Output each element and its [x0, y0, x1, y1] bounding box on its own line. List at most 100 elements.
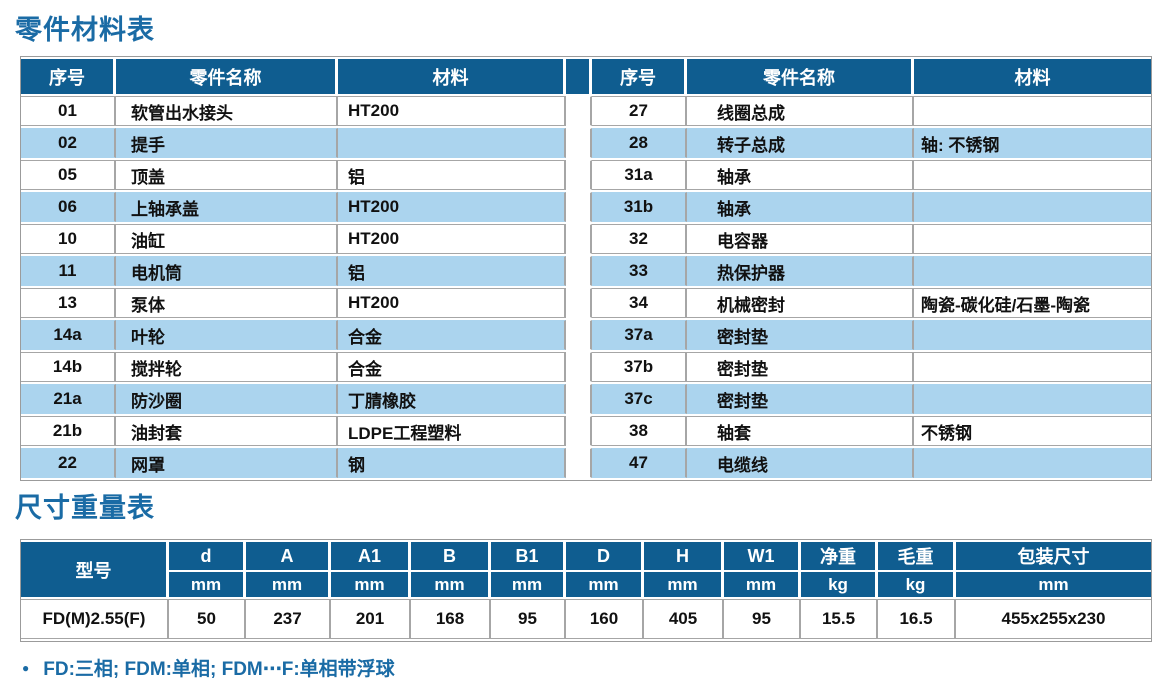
part-name-cell: 热保护器 [687, 256, 914, 286]
table-gap-cell [566, 384, 592, 414]
part-material-cell: HT200 [338, 192, 566, 222]
dim-unit-header: mm [411, 572, 491, 597]
part-material-cell [914, 384, 1151, 414]
dim-value-cell: 237 [246, 599, 331, 639]
part-name-cell: 搅拌轮 [116, 352, 338, 382]
part-number-cell: 27 [592, 96, 687, 126]
dims-unit-row: mm mm mm mm mm mm mm mm kg kg mm [21, 572, 1151, 597]
part-name-cell: 密封垫 [687, 352, 914, 382]
dim-col-header: A1 [331, 542, 411, 570]
dimensions-weight-table: 型号 d A A1 B B1 D H W1 净重 毛重 包装尺寸 mm mm m… [20, 539, 1152, 642]
part-number-cell: 37b [592, 352, 687, 382]
part-name-cell: 轴承 [687, 192, 914, 222]
part-number-cell: 21b [21, 416, 116, 446]
part-material-cell [914, 96, 1151, 126]
part-number-cell: 10 [21, 224, 116, 254]
table-gap-cell [566, 320, 592, 350]
part-material-cell: HT200 [338, 224, 566, 254]
table-gap-cell [566, 224, 592, 254]
dim-unit-header: kg [878, 572, 956, 597]
part-number-cell: 11 [21, 256, 116, 286]
parts-row: 01 软管出水接头 HT200 27 线圈总成 [21, 96, 1151, 126]
dim-col-header: 毛重 [878, 542, 956, 570]
dim-value-cell: 50 [169, 599, 246, 639]
dim-value-cell: 168 [411, 599, 491, 639]
part-name-cell: 轴承 [687, 160, 914, 190]
dims-section-title: 尺寸重量表 [15, 493, 155, 523]
bullet-icon: ● [22, 660, 30, 675]
part-number-cell: 21a [21, 384, 116, 414]
part-name-cell: 油缸 [116, 224, 338, 254]
dim-col-header: H [644, 542, 724, 570]
part-material-cell: 钢 [338, 448, 566, 478]
footnote: ● FD:三相; FDM:单相; FDM⋯F:单相带浮球 [22, 654, 395, 681]
part-number-cell: 38 [592, 416, 687, 446]
table-gap-cell [566, 256, 592, 286]
part-name-cell: 防沙圈 [116, 384, 338, 414]
part-name-cell: 软管出水接头 [116, 96, 338, 126]
part-material-cell: 铝 [338, 160, 566, 190]
dim-col-header: D [566, 542, 644, 570]
model-cell: FD(M)2.55(F) [21, 599, 169, 639]
part-material-cell: 丁腈橡胶 [338, 384, 566, 414]
table-gap-cell [566, 416, 592, 446]
dim-col-header: 净重 [801, 542, 878, 570]
part-number-cell: 06 [21, 192, 116, 222]
dim-value-cell: 15.5 [801, 599, 878, 639]
part-name-cell: 转子总成 [687, 128, 914, 158]
part-number-cell: 31a [592, 160, 687, 190]
part-number-cell: 33 [592, 256, 687, 286]
table-gap-cell [566, 192, 592, 222]
table-gap-cell [566, 288, 592, 318]
part-number-cell: 32 [592, 224, 687, 254]
dim-unit-header: kg [801, 572, 878, 597]
part-material-cell: 轴: 不锈钢 [914, 128, 1151, 158]
part-material-cell: 陶瓷-碳化硅/石墨-陶瓷 [914, 288, 1151, 318]
part-name-cell: 泵体 [116, 288, 338, 318]
dim-col-header: W1 [724, 542, 801, 570]
dim-unit-header: mm [491, 572, 566, 597]
parts-material-table: 序号 零件名称 材料 序号 零件名称 材料 01 软管出水接头 HT200 27… [20, 56, 1152, 481]
part-material-cell [914, 448, 1151, 478]
dim-col-header: B1 [491, 542, 566, 570]
part-name-cell: 密封垫 [687, 320, 914, 350]
part-name-cell: 轴套 [687, 416, 914, 446]
dim-value-cell: 160 [566, 599, 644, 639]
part-material-cell [914, 256, 1151, 286]
dim-col-header: B [411, 542, 491, 570]
part-number-cell: 14a [21, 320, 116, 350]
dim-value-cell: 95 [491, 599, 566, 639]
part-material-cell: LDPE工程塑料 [338, 416, 566, 446]
part-number-cell: 34 [592, 288, 687, 318]
part-number-cell: 31b [592, 192, 687, 222]
part-material-cell [914, 320, 1151, 350]
parts-row: 06 上轴承盖 HT200 31b 轴承 [21, 192, 1151, 222]
col-header-no-left: 序号 [21, 59, 116, 94]
table-gap-cell [566, 448, 592, 478]
dim-value-cell: 405 [644, 599, 724, 639]
part-material-cell: 合金 [338, 352, 566, 382]
parts-row: 21a 防沙圈 丁腈橡胶 37c 密封垫 [21, 384, 1151, 414]
part-material-cell: 铝 [338, 256, 566, 286]
col-header-name-right: 零件名称 [687, 59, 914, 94]
parts-row: 21b 油封套 LDPE工程塑料 38 轴套 不锈钢 [21, 416, 1151, 446]
part-name-cell: 网罩 [116, 448, 338, 478]
part-number-cell: 14b [21, 352, 116, 382]
col-header-name-left: 零件名称 [116, 59, 338, 94]
model-col-header: 型号 [21, 542, 169, 597]
part-name-cell: 油封套 [116, 416, 338, 446]
dims-data-row: FD(M)2.55(F) 50 237 201 168 95 160 405 9… [21, 599, 1151, 639]
parts-row: 22 网罩 钢 47 电缆线 [21, 448, 1151, 478]
dim-col-header: 包装尺寸 [956, 542, 1151, 570]
parts-row: 13 泵体 HT200 34 机械密封 陶瓷-碳化硅/石墨-陶瓷 [21, 288, 1151, 318]
parts-row: 14a 叶轮 合金 37a 密封垫 [21, 320, 1151, 350]
dim-value-cell: 16.5 [878, 599, 956, 639]
part-name-cell: 电缆线 [687, 448, 914, 478]
col-header-material-right: 材料 [914, 59, 1151, 94]
part-number-cell: 47 [592, 448, 687, 478]
part-number-cell: 22 [21, 448, 116, 478]
part-number-cell: 37c [592, 384, 687, 414]
dim-unit-header: mm [724, 572, 801, 597]
dim-col-header: A [246, 542, 331, 570]
part-material-cell [338, 128, 566, 158]
